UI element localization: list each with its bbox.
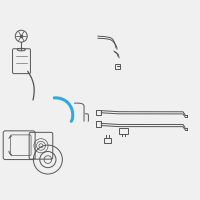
Bar <box>115 64 120 69</box>
Bar <box>119 128 128 134</box>
Bar <box>104 138 111 143</box>
